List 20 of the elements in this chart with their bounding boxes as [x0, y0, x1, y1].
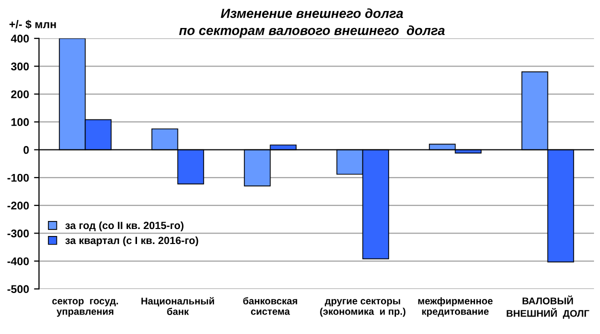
y-tick-label: 300	[10, 62, 29, 70]
legend-label: за год (со II кв. 2015-го)	[65, 221, 184, 232]
y-tick-label: -400	[7, 257, 29, 266]
y-tick-label: -200	[7, 202, 29, 210]
legend-label: за квартал (с I кв. 2016-го)	[65, 236, 198, 246]
y-tick-label: -300	[7, 230, 29, 238]
y-tick-label: 200	[11, 90, 29, 98]
y-tick-label: 0	[24, 146, 29, 154]
y-axis-title: +/- $ млн	[9, 20, 56, 29]
x-tick-label: ВАЛОВЫЙ ВНЕШНИЙ ДОЛГ	[506, 296, 590, 319]
x-tick-label: другие секторы (экономика и пр.)	[320, 299, 406, 317]
y-tick-label: -500	[7, 285, 29, 294]
y-tick-label: 100	[11, 118, 29, 126]
y-tick-label: -100	[7, 174, 29, 182]
x-tick-label: Национальный банк	[141, 297, 214, 315]
x-tick-label: сектор госуд. управления	[52, 299, 118, 317]
chart-title: Изменение внешнего долга по секторам валового внешнего долга	[179, 8, 445, 38]
x-tick-label: банковская система	[243, 297, 298, 315]
y-tick-label: 400	[10, 34, 29, 43]
x-tick-label: межфирменное кредитование	[418, 297, 493, 317]
